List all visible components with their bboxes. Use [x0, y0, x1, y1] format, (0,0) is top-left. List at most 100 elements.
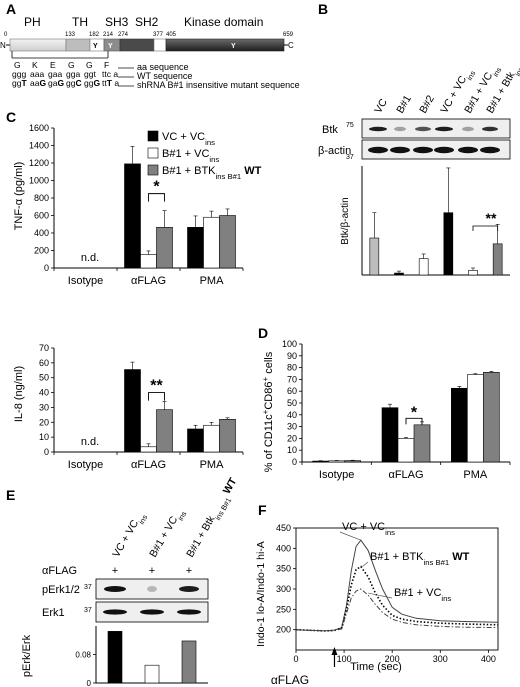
e-bar-1 — [144, 664, 160, 684]
panel-f-arrow-label: αFLAG — [271, 673, 309, 687]
d-sig: * — [411, 404, 418, 421]
d-yticklabel-6: 60 — [287, 386, 297, 396]
c-bot-bar-s2-c1 — [156, 409, 173, 453]
panel-e-plus-3: + — [186, 565, 192, 577]
c-top-yticklabel-0: 0 — [44, 263, 49, 273]
actin-band-2 — [413, 146, 433, 154]
tyr-mark-2: Y — [108, 43, 113, 50]
c-bot-xlabel-0: Isotype — [68, 459, 103, 471]
b-bar-4 — [468, 270, 478, 276]
pos-659: 659 — [283, 32, 294, 38]
d-bar-s1-c0 — [328, 460, 345, 463]
c-bot-yticklabel-6: 60 — [39, 358, 49, 368]
f-series-label-0: VC + VCins — [342, 521, 395, 537]
d-xlabel-0: Isotype — [319, 469, 354, 481]
aa-3: G — [68, 60, 75, 70]
domain-label-kinase: Kinase domain — [184, 15, 263, 29]
c-bot-yticklabel-3: 30 — [39, 402, 49, 412]
pos-274: 274 — [118, 32, 129, 38]
c-terminus: C — [288, 41, 294, 50]
panel-letter-f: F — [258, 502, 267, 518]
c-bot-yticklabel-0: 0 — [44, 447, 49, 457]
n-terminus: N — [0, 41, 6, 50]
panel-e-bar-chart: 00.08 — [75, 626, 208, 687]
panel-letter-b: B — [318, 1, 328, 17]
f-xticklabel-2: 200 — [385, 654, 400, 664]
c-bot-sig: ** — [150, 378, 163, 395]
d-yticklabel-1: 10 — [287, 445, 297, 455]
blot-label-erk: Erk1 — [42, 607, 65, 619]
d-yticklabel-9: 90 — [287, 351, 297, 361]
panel-e-plus-2: + — [149, 565, 155, 577]
c-top-bar-s2-c1 — [156, 227, 173, 269]
d-bar-s0-c0 — [312, 460, 329, 463]
c-bot-xlabel-2: PMA — [200, 459, 225, 471]
f-arrow-head — [331, 647, 338, 655]
mut-codon-2: gaG — [48, 78, 64, 88]
c-legend-swatch-2 — [147, 164, 159, 176]
panel-e-plus-1: + — [112, 565, 118, 577]
f-xticklabel-3: 300 — [433, 654, 448, 664]
btk-band-0 — [369, 126, 387, 132]
wt-codon-5: ttc a — [102, 69, 118, 79]
f-xticklabel-0: 0 — [293, 654, 298, 664]
perk-band-2 — [179, 586, 199, 592]
mw-erk: 37 — [84, 607, 92, 614]
f-yticklabel-1: 250 — [276, 604, 291, 614]
panel-b-ylabel: Btk/β-actin — [340, 197, 351, 244]
c-bot-yticklabel-2: 20 — [39, 417, 49, 427]
c-top-yticklabel-1: 200 — [34, 246, 49, 256]
panel-f-line-chart: 200 250 300 350 400 450 0 100 200 300 400 VC + VCin… — [276, 521, 499, 667]
b-bar-0 — [369, 237, 380, 276]
f-leader-2 — [368, 592, 393, 599]
domain-ph — [9, 38, 67, 52]
d-bar-s1-c1 — [397, 438, 415, 463]
d-bar-s0-c1 — [381, 407, 399, 463]
b-bar-3 — [443, 212, 454, 276]
f-yticklabel-4: 400 — [276, 543, 291, 553]
panel-letter-c: C — [6, 109, 16, 125]
blot-bands — [368, 126, 500, 154]
d-xlabel-2: PMA — [463, 469, 488, 481]
d-bar-s2-c1 — [413, 424, 431, 463]
panel-d-ylabel: % of CD11c+CD86+ cells — [261, 351, 276, 472]
panel-c-bottom-chart: 0 10 20 30 40 50 60 70 Isotype αFLAG PMA n.d. ** — [39, 343, 244, 471]
domain-sh2 — [119, 38, 155, 52]
mw-btk: 75 — [346, 122, 354, 129]
blot-label-btk: Btk — [322, 124, 338, 136]
c-bot-xlabel-1: αFLAG — [131, 459, 166, 471]
d-bar-s2-c0 — [344, 460, 361, 463]
mw-perk: 37 — [84, 584, 92, 591]
c-bot-bar-s0-c1 — [124, 369, 141, 453]
f-yticklabel-0: 200 — [276, 625, 291, 635]
panel-a-domain-diagram: PH TH SH3 SH2 Kinase domain 0 133 182 21… — [0, 15, 300, 90]
d-yticklabel-7: 70 — [287, 374, 297, 384]
c-top-sig: * — [153, 179, 160, 196]
panel-b-sig: ** — [486, 210, 497, 226]
actin-band-5 — [480, 146, 500, 154]
c-bot-yticklabel-1: 10 — [39, 432, 49, 442]
perk-band-0 — [104, 586, 126, 592]
pos-182: 182 — [89, 32, 100, 38]
pos-377: 377 — [153, 32, 164, 38]
d-sig-bracket — [405, 417, 423, 425]
c-top-yticklabel-6: 1200 — [29, 158, 49, 168]
c-bot-sig-bracket — [148, 392, 165, 401]
d-xlabel-1: αFLAG — [388, 469, 423, 481]
d-bar-s1-c2 — [467, 374, 484, 463]
c-top-yticklabel-3: 600 — [34, 211, 49, 221]
aa-0: G — [14, 60, 21, 70]
panel-f-xlabel: Time (sec) — [350, 661, 402, 673]
blot-label-perk: pErk1/2 — [42, 584, 80, 596]
domain-label-ph: PH — [24, 15, 41, 29]
c-top-bar-s0-c2 — [187, 227, 204, 269]
e-lane-label-2: B#1 + Btkins B#1 WT — [184, 475, 243, 561]
f-leader-0 — [339, 531, 362, 541]
c-top-xlabel-0: Isotype — [68, 275, 103, 287]
e-yticklabel-1: 0.08 — [75, 651, 91, 660]
c-top-nd: n.d. — [81, 252, 99, 264]
actin-band-0 — [368, 146, 388, 154]
